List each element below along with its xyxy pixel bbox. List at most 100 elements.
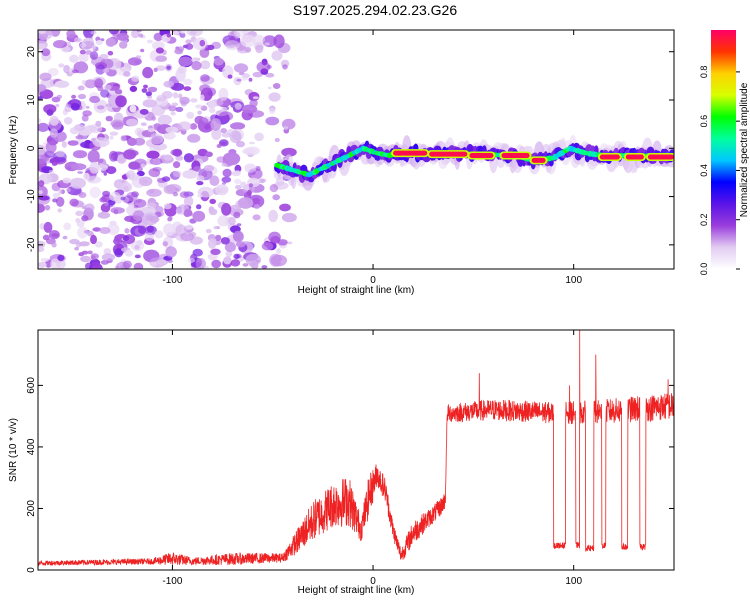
heatmap-cell: [172, 30, 180, 36]
heatmap-cell: [208, 238, 217, 249]
heatmap-cell: [85, 262, 93, 269]
heatmap-cell: [38, 96, 43, 101]
heatmap-cell: [75, 38, 82, 42]
snr-x-label: Height of straight line (km): [298, 585, 415, 596]
heatmap-cell: [95, 64, 106, 75]
heatmap-cell: [240, 34, 256, 48]
heatmap-cell: [77, 226, 88, 239]
heatmap-cell: [187, 133, 201, 143]
heatmap-cell: [103, 68, 110, 73]
heatmap-cell: [140, 163, 146, 168]
heatmap-cell: [165, 183, 182, 194]
y-tick-label: 400: [26, 438, 37, 455]
heatmap-cell: [146, 39, 153, 44]
heatmap-cell: [38, 43, 46, 50]
heatmap-cell: [183, 195, 194, 207]
heatmap-cell: [49, 128, 58, 138]
heatmap-cell: [249, 99, 258, 108]
heatmap-cell: [177, 121, 192, 131]
heatmap-cell: [126, 118, 139, 127]
heatmap-cell: [144, 232, 155, 242]
heatmap-cell: [222, 168, 232, 178]
heatmap-cell: [200, 60, 211, 70]
colorbar-tick-label: 0.4: [699, 164, 709, 177]
heatmap-cell: [123, 71, 131, 77]
colorbar-tick-label: 0.6: [699, 115, 709, 128]
snr-y-label: SNR (10 * v/v): [8, 418, 19, 482]
heatmap-cell: [48, 230, 60, 240]
heatmap-cell: [57, 254, 65, 262]
heatmap-cell: [82, 110, 92, 117]
heatmap-cell: [85, 50, 92, 55]
heatmap-cell: [66, 188, 71, 193]
heatmap-cell: [161, 176, 171, 182]
heatmap-cell: [75, 217, 81, 223]
heatmap-cell: [71, 94, 77, 99]
colorbar-tick-label: 0.0: [699, 263, 709, 276]
heatmap-cell: [38, 203, 45, 213]
heatmap-cell: [175, 187, 180, 192]
heatmap-cell: [224, 40, 240, 51]
heatmap-cell: [249, 141, 255, 145]
heatmap-cell: [221, 176, 232, 183]
heatmap-cell: [100, 89, 110, 98]
heatmap-cell: [108, 30, 119, 35]
heatmap-cell: [41, 48, 51, 57]
heatmap-cell: [38, 190, 43, 195]
heatmap-cell: [104, 84, 112, 91]
heatmap-cell: [109, 131, 119, 136]
spectrogram-frame: [37, 29, 675, 270]
heatmap-cell: [218, 111, 234, 122]
x-tick-label: 0: [370, 275, 376, 286]
heatmap-cell: [156, 94, 167, 102]
heatmap-cell: [97, 158, 104, 163]
heatmap-cell: [128, 161, 141, 170]
spectrogram-noise-blobs: [38, 30, 297, 269]
heatmap-cell: [253, 204, 260, 210]
heatmap-cell: [120, 196, 126, 201]
heatmap-cell: [51, 242, 57, 248]
heatmap-cell: [138, 33, 144, 38]
heatmap-cell: [79, 42, 87, 48]
heatmap-cell: [234, 102, 242, 110]
heatmap-cell: [115, 95, 127, 108]
heatmap-cell: [81, 215, 89, 222]
heatmap-cell: [213, 225, 218, 230]
heatmap-cell: [240, 181, 247, 188]
heatmap-cell: [131, 191, 139, 198]
heatmap-cell: [178, 93, 183, 99]
heatmap-cell: [153, 67, 158, 72]
heatmap-cell: [92, 227, 102, 232]
heatmap-cell: [207, 100, 216, 109]
heatmap-cell: [105, 37, 116, 47]
heatmap-cell: [185, 43, 194, 50]
heatmap-cell: [97, 211, 111, 219]
heatmap-cell: [200, 74, 210, 82]
heatmap-cell: [105, 103, 113, 108]
heatmap-cell: [91, 255, 96, 260]
heatmap-cell: [205, 44, 212, 51]
heatmap-cell: [126, 170, 136, 180]
snr-series-line: [38, 330, 674, 567]
colorbar-tick-label: 0.8: [699, 66, 709, 79]
heatmap-cell: [140, 122, 147, 126]
heatmap-cell: [109, 220, 117, 226]
heatmap-cell: [203, 164, 215, 172]
heatmap-cell: [268, 107, 276, 115]
heatmap-cell: [38, 30, 53, 41]
heatmap-cell: [43, 221, 53, 233]
heatmap-cell: [154, 230, 164, 239]
heatmap-cell: [192, 210, 206, 222]
heatmap-cell: [210, 248, 221, 255]
heatmap-cell: [182, 170, 198, 179]
heatmap-cell: [242, 263, 249, 267]
heatmap-cell: [218, 139, 229, 147]
heatmap-cell: [193, 166, 202, 173]
heatmap-cell: [63, 222, 72, 231]
heatmap-cell: [69, 127, 80, 135]
heatmap-cell: [78, 192, 87, 198]
y-tick-label: 20: [26, 46, 37, 58]
heatmap-cell: [89, 161, 100, 174]
heatmap-cell: [38, 122, 49, 132]
